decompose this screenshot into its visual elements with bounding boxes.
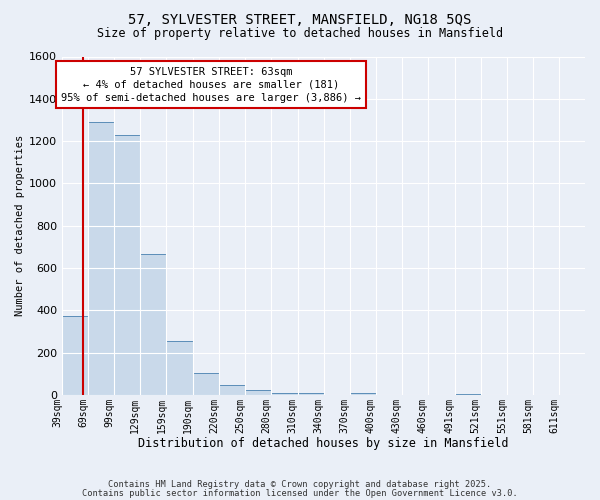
Bar xyxy=(245,390,271,395)
Bar xyxy=(350,392,376,395)
Bar xyxy=(298,392,323,395)
Bar xyxy=(88,122,114,395)
Bar xyxy=(114,134,140,395)
Bar xyxy=(220,386,245,395)
Bar xyxy=(271,392,298,395)
Text: Contains HM Land Registry data © Crown copyright and database right 2025.: Contains HM Land Registry data © Crown c… xyxy=(109,480,491,489)
Text: 57, SYLVESTER STREET, MANSFIELD, NG18 5QS: 57, SYLVESTER STREET, MANSFIELD, NG18 5Q… xyxy=(128,12,472,26)
Bar xyxy=(193,372,220,395)
Bar xyxy=(140,254,166,395)
Text: Contains public sector information licensed under the Open Government Licence v3: Contains public sector information licen… xyxy=(82,490,518,498)
Bar xyxy=(62,316,88,395)
Bar xyxy=(166,341,193,395)
Y-axis label: Number of detached properties: Number of detached properties xyxy=(15,135,25,316)
X-axis label: Distribution of detached houses by size in Mansfield: Distribution of detached houses by size … xyxy=(139,437,509,450)
Bar xyxy=(455,394,481,395)
Text: 57 SYLVESTER STREET: 63sqm
← 4% of detached houses are smaller (181)
95% of semi: 57 SYLVESTER STREET: 63sqm ← 4% of detac… xyxy=(61,66,361,103)
Text: Size of property relative to detached houses in Mansfield: Size of property relative to detached ho… xyxy=(97,28,503,40)
